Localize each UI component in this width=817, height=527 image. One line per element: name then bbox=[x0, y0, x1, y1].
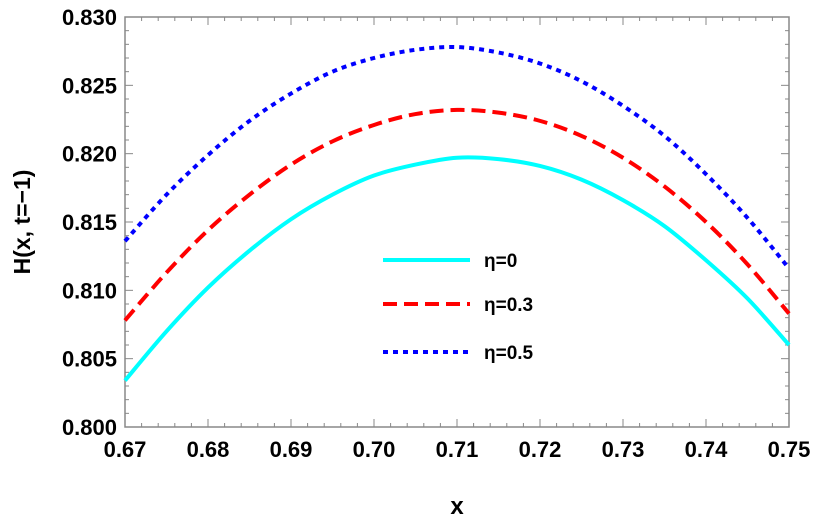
x-tick-label: 0.75 bbox=[768, 437, 811, 462]
y-tick-label: 0.830 bbox=[62, 5, 117, 30]
y-tick-label: 0.825 bbox=[62, 73, 117, 98]
x-tick-label: 0.73 bbox=[602, 437, 645, 462]
series-line-1 bbox=[123, 107, 791, 322]
x-tick-label: 0.71 bbox=[436, 437, 479, 462]
x-tick-label: 0.72 bbox=[519, 437, 562, 462]
plot-frame bbox=[124, 16, 790, 428]
legend-label-1: η=0.3 bbox=[484, 295, 533, 316]
series-line-0 bbox=[123, 155, 791, 382]
y-tick-label: 0.810 bbox=[62, 278, 117, 303]
y-axis-label: H(x, t=−1) bbox=[9, 170, 35, 275]
y-tick-label: 0.815 bbox=[62, 210, 117, 235]
x-axis-label: x bbox=[450, 493, 464, 520]
legend-label-0: η=0 bbox=[484, 251, 517, 272]
legend-label-2: η=0.5 bbox=[484, 343, 534, 364]
y-tick-label: 0.805 bbox=[62, 347, 117, 372]
x-tick-label: 0.74 bbox=[685, 437, 729, 462]
y-tick-label: 0.820 bbox=[62, 142, 117, 167]
x-tick-label: 0.69 bbox=[270, 437, 313, 462]
y-tick-label: 0.800 bbox=[62, 415, 117, 440]
x-tick-label: 0.68 bbox=[187, 437, 230, 462]
x-tick-label: 0.70 bbox=[353, 437, 396, 462]
x-tick-label: 0.67 bbox=[104, 437, 147, 462]
